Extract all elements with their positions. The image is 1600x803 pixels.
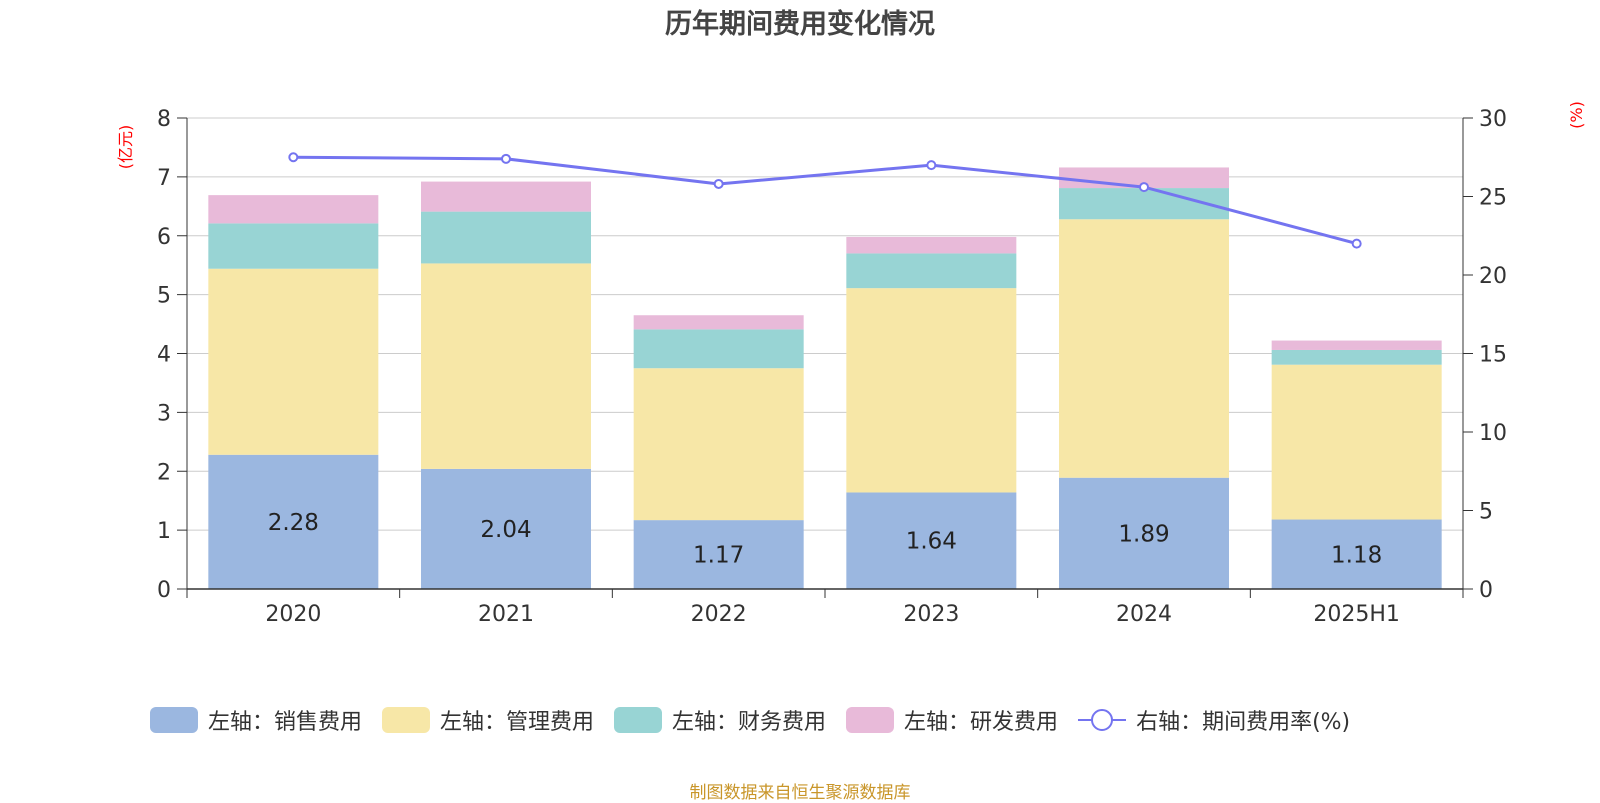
legend-label-rnd: 左轴：研发费用 [904, 710, 1059, 735]
bar-segment-series-1 [1059, 219, 1229, 478]
bar-data-label: 1.89 [1118, 521, 1169, 547]
bar-segment-series-0 [421, 468, 591, 589]
bar-segment-series-0 [208, 454, 379, 589]
left-tick-label: 2 [157, 460, 171, 485]
left-tick-label: 4 [157, 343, 171, 368]
rate-point [288, 152, 299, 163]
bar-data-label: 2.28 [268, 510, 319, 536]
bar-segment-series-3 [633, 315, 804, 330]
bar-segment-series-2 [421, 211, 591, 264]
source-footer: 制图数据来自恒生聚源数据库 [689, 783, 911, 803]
bar-segment-series-3 [846, 236, 1017, 254]
legend-label-admin: 左轴：管理费用 [440, 710, 595, 735]
left-tick-label: 5 [157, 284, 171, 309]
bar-segment-series-2 [846, 253, 1017, 289]
bar-segment-series-2 [633, 329, 804, 369]
x-tick-label: 2021 [478, 602, 534, 627]
right-tick-label: 10 [1479, 421, 1507, 446]
bar-segment-series-1 [1271, 364, 1442, 520]
chart-title: 历年期间费用变化情况 [665, 8, 935, 40]
legend-swatch-finance [614, 707, 663, 733]
legend: 左轴：销售费用 左轴：管理费用 左轴：财务费用 左轴：研发费用 右轴：期间费用率… [150, 704, 1370, 736]
rate-point [1351, 238, 1362, 249]
left-tick-label: 8 [157, 107, 171, 132]
legend-swatch-admin [382, 707, 431, 733]
right-tick-label: 0 [1479, 578, 1493, 603]
legend-item-rate[interactable]: 右轴：期间费用率(%) [1078, 704, 1350, 736]
x-tick-label: 2025H1 [1313, 602, 1400, 627]
legend-swatch-rnd [846, 707, 895, 733]
bar-segment-series-1 [846, 288, 1017, 493]
legend-label-rate: 右轴：期间费用率(%) [1136, 710, 1351, 735]
right-tick-label: 25 [1479, 186, 1507, 211]
bar-segment-series-3 [208, 195, 379, 224]
x-tick-label: 2023 [903, 602, 959, 627]
bar-segment-series-1 [633, 368, 804, 521]
rate-point [1139, 182, 1149, 193]
legend-line-marker-icon [1078, 709, 1127, 731]
x-tick-label: 2020 [265, 602, 321, 627]
bar-segment-series-0 [846, 492, 1017, 589]
bar-data-label: 1.17 [693, 543, 744, 569]
rate-point [926, 160, 937, 171]
legend-label-finance: 左轴：财务费用 [672, 710, 827, 735]
right-tick-label: 20 [1479, 264, 1507, 289]
bar-segment-series-2 [1271, 349, 1442, 365]
right-tick-label: 30 [1479, 107, 1507, 132]
legend-swatch-sales [150, 707, 198, 733]
x-tick-label: 2024 [1116, 602, 1172, 627]
bar-data-label: 2.04 [480, 517, 531, 543]
right-tick-label: 15 [1479, 343, 1507, 368]
bar-segment-series-3 [1271, 340, 1442, 350]
left-tick-label: 3 [157, 401, 171, 426]
left-tick-label: 1 [157, 519, 171, 544]
bar-segment-series-0 [1271, 519, 1442, 589]
right-axis-unit: (%) [1567, 101, 1586, 129]
bar-segment-series-0 [1059, 477, 1229, 589]
legend-item-rnd[interactable]: 左轴：研发费用 [846, 704, 1058, 736]
rate-line [293, 155, 1358, 246]
plot-area: 0 1 2 3 4 5 6 7 8 0 5 10 15 20 25 30 2.28 2020 2.04 2021 1.1… [157, 107, 1507, 627]
bar-data-label: 1.18 [1331, 542, 1382, 568]
left-tick-label: 6 [157, 225, 171, 250]
rate-point [713, 178, 724, 189]
left-tick-label: 0 [157, 578, 171, 603]
bar-segment-series-2 [208, 223, 379, 269]
legend-item-finance[interactable]: 左轴：财务费用 [614, 704, 826, 736]
legend-label-sales: 左轴：销售费用 [208, 710, 363, 735]
bar-data-label: 1.64 [906, 529, 957, 555]
x-tick-label: 2022 [691, 602, 747, 627]
left-axis-unit: (亿元) [116, 125, 135, 170]
legend-item-sales[interactable]: 左轴：销售费用 [150, 704, 362, 736]
bar-segment-series-3 [421, 181, 591, 212]
legend-item-admin[interactable]: 左轴：管理费用 [382, 704, 594, 736]
bar-segment-series-0 [633, 520, 804, 589]
left-tick-label: 7 [157, 166, 171, 191]
right-tick-label: 5 [1479, 500, 1493, 525]
rate-point [501, 153, 511, 164]
bar-segment-series-1 [208, 268, 379, 455]
bar-segment-series-1 [421, 263, 591, 469]
